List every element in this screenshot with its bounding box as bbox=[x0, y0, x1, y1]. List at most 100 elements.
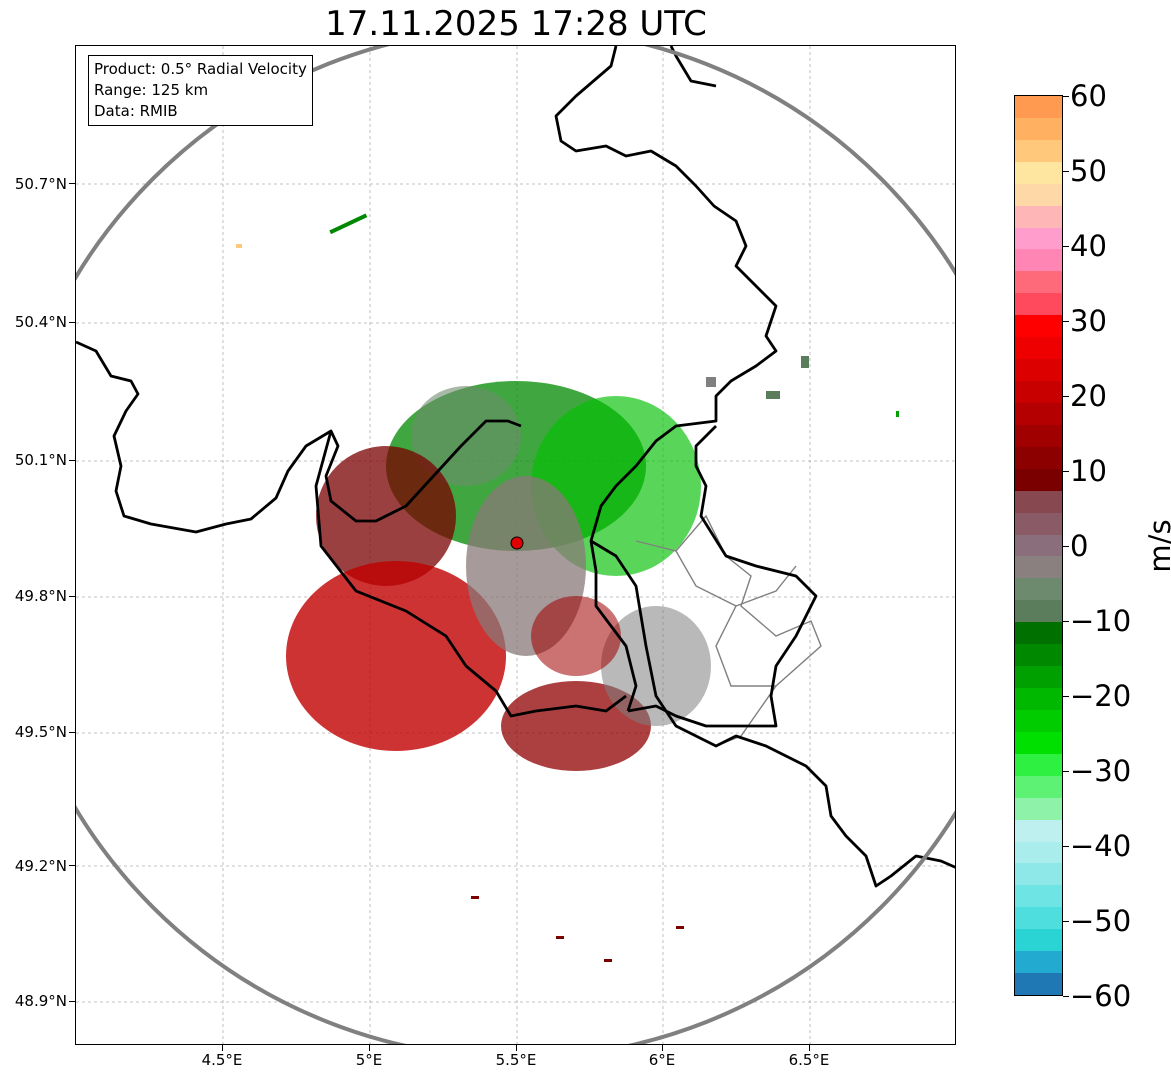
lat-tick bbox=[69, 732, 75, 733]
colorbar-segment bbox=[1015, 535, 1062, 556]
colorbar-tick bbox=[1063, 246, 1069, 247]
colorbar-tick-label: −10 bbox=[1070, 604, 1132, 638]
colorbar-segment bbox=[1015, 184, 1062, 206]
colorbar-tick bbox=[1063, 171, 1069, 172]
colorbar-tick-label: −30 bbox=[1070, 754, 1132, 788]
lon-tick bbox=[516, 1045, 517, 1051]
echo-speck bbox=[676, 926, 684, 929]
lat-label: 50.7°N bbox=[14, 175, 67, 193]
colorbar-segment bbox=[1015, 820, 1062, 842]
colorbar-segment bbox=[1015, 666, 1062, 688]
colorbar-segment bbox=[1015, 951, 1062, 973]
colorbar-segment bbox=[1015, 96, 1062, 118]
lon-label: 5°E bbox=[355, 1051, 383, 1069]
colorbar-tick-label: 20 bbox=[1070, 379, 1107, 413]
colorbar-tick bbox=[1063, 921, 1069, 922]
lon-tick bbox=[662, 1045, 663, 1051]
colorbar-segment bbox=[1015, 469, 1062, 491]
echo-zero-north bbox=[411, 386, 521, 486]
echo-speck bbox=[471, 896, 479, 899]
colorbar-segment bbox=[1015, 688, 1062, 710]
echo-speck bbox=[801, 356, 809, 368]
colorbar-segment bbox=[1015, 249, 1062, 271]
colorbar-tick bbox=[1063, 621, 1069, 622]
colorbar-segment bbox=[1015, 732, 1062, 754]
colorbar-segment bbox=[1015, 622, 1062, 644]
colorbar-tick bbox=[1063, 696, 1069, 697]
colorbar-segment bbox=[1015, 863, 1062, 885]
colorbar-tick bbox=[1063, 96, 1069, 97]
colorbar-segment bbox=[1015, 973, 1062, 995]
colorbar-segment bbox=[1015, 162, 1062, 184]
colorbar-tick bbox=[1063, 471, 1069, 472]
lat-label: 48.9°N bbox=[14, 992, 67, 1010]
echo-speck bbox=[236, 244, 242, 248]
colorbar-segment bbox=[1015, 206, 1062, 228]
echo-speck bbox=[766, 391, 780, 399]
colorbar-tick-label: 50 bbox=[1070, 154, 1107, 188]
colorbar-tick bbox=[1063, 396, 1069, 397]
colorbar-tick-label: 40 bbox=[1070, 229, 1107, 263]
echo-speck bbox=[706, 377, 716, 387]
lat-label: 49.8°N bbox=[14, 587, 67, 605]
lat-tick bbox=[69, 322, 75, 323]
colorbar-tick bbox=[1063, 846, 1069, 847]
colorbar-segment bbox=[1015, 228, 1062, 249]
colorbar-segment bbox=[1015, 600, 1062, 622]
colorbar-tick-label: −40 bbox=[1070, 829, 1132, 863]
colorbar-segment bbox=[1015, 381, 1062, 403]
colorbar-segment bbox=[1015, 403, 1062, 425]
colorbar-segment bbox=[1015, 754, 1062, 776]
data-source-label: Data: RMIB bbox=[94, 102, 178, 120]
colorbar-tick-label: 30 bbox=[1070, 304, 1107, 338]
radar-site-marker bbox=[510, 536, 524, 550]
lon-label: 6.5°E bbox=[788, 1051, 830, 1069]
colorbar-tick-label: −60 bbox=[1070, 979, 1132, 1013]
echo-zero-se bbox=[601, 606, 711, 726]
colorbar-segment bbox=[1015, 776, 1062, 798]
national-borders bbox=[76, 46, 955, 888]
lat-label: 49.5°N bbox=[14, 723, 67, 741]
range-label: Range: 125 km bbox=[94, 81, 209, 99]
colorbar-tick-label: −20 bbox=[1070, 679, 1132, 713]
colorbar-unit-label: m/s bbox=[1143, 519, 1171, 573]
lat-tick bbox=[69, 865, 75, 866]
lat-tick bbox=[69, 1001, 75, 1002]
radar-map bbox=[75, 45, 956, 1045]
lat-label: 50.4°N bbox=[14, 313, 67, 331]
lon-label: 6°E bbox=[648, 1051, 676, 1069]
echo-outbound-sw bbox=[286, 561, 506, 751]
map-canvas bbox=[76, 46, 955, 1044]
colorbar-segment bbox=[1015, 929, 1062, 951]
echo-speck bbox=[329, 213, 368, 235]
colorbar-tick-label: −50 bbox=[1070, 904, 1132, 938]
product-label: Product: 0.5° Radial Velocity bbox=[94, 60, 307, 78]
colorbar-tick bbox=[1063, 771, 1069, 772]
colorbar-tick-label: 10 bbox=[1070, 454, 1107, 488]
echo-speck bbox=[896, 411, 899, 417]
colorbar-segment bbox=[1015, 798, 1062, 820]
lon-tick bbox=[222, 1045, 223, 1051]
lon-tick bbox=[809, 1045, 810, 1051]
colorbar-segment bbox=[1015, 644, 1062, 666]
colorbar-segment bbox=[1015, 337, 1062, 359]
colorbar-segment bbox=[1015, 710, 1062, 732]
echo-speck bbox=[556, 936, 564, 939]
colorbar-segment bbox=[1015, 842, 1062, 863]
map-title: 17.11.2025 17:28 UTC bbox=[325, 4, 707, 44]
colorbar-segment bbox=[1015, 293, 1062, 315]
velocity-colorbar bbox=[1014, 95, 1063, 996]
colorbar-segment bbox=[1015, 425, 1062, 447]
lat-tick bbox=[69, 183, 75, 184]
lon-label: 5.5°E bbox=[495, 1051, 537, 1069]
product-info-box: Product: 0.5° Radial Velocity Range: 125… bbox=[88, 55, 313, 126]
lat-tick bbox=[69, 460, 75, 461]
colorbar-segment bbox=[1015, 578, 1062, 600]
colorbar-segment bbox=[1015, 315, 1062, 337]
colorbar-tick bbox=[1063, 321, 1069, 322]
colorbar-segment bbox=[1015, 447, 1062, 469]
colorbar-segment bbox=[1015, 491, 1062, 513]
colorbar-segment bbox=[1015, 907, 1062, 929]
colorbar-segment bbox=[1015, 556, 1062, 578]
colorbar-segment bbox=[1015, 513, 1062, 535]
